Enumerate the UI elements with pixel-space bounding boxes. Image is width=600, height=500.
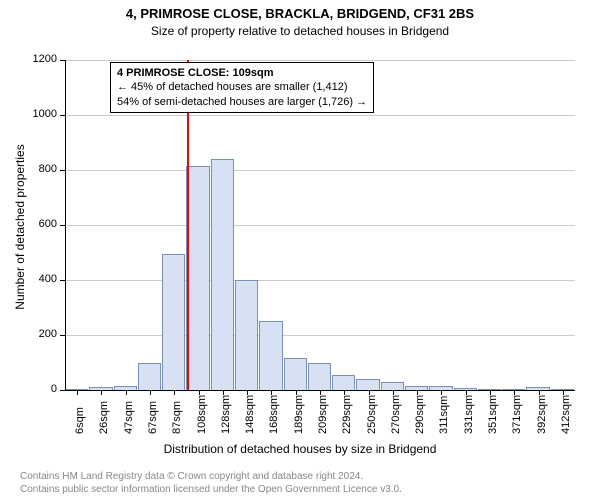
annotation-line1: 4 PRIMROSE CLOSE: 109sqm xyxy=(117,66,367,80)
histogram-bar xyxy=(186,166,209,390)
x-axis-line xyxy=(65,390,575,391)
x-tick-label: 270sqm xyxy=(390,395,402,434)
chart-title: 4, PRIMROSE CLOSE, BRACKLA, BRIDGEND, CF… xyxy=(0,6,600,21)
footer-line2: Contains public sector information licen… xyxy=(20,483,402,496)
y-tick-label: 600 xyxy=(25,218,57,230)
x-tick-label: 148sqm xyxy=(244,395,256,434)
x-tick-label: 250sqm xyxy=(366,395,378,434)
x-tick-label: 26sqm xyxy=(98,401,110,434)
x-tick-label: 47sqm xyxy=(123,401,135,434)
gridline xyxy=(65,280,575,281)
x-tick-label: 412sqm xyxy=(560,395,572,434)
y-tick-label: 200 xyxy=(25,328,57,340)
histogram-bar xyxy=(235,280,258,390)
x-tick-label: 290sqm xyxy=(414,395,426,434)
y-tick-label: 400 xyxy=(25,273,57,285)
footer-text: Contains HM Land Registry data © Crown c… xyxy=(20,470,402,496)
gridline xyxy=(65,170,575,171)
gridline xyxy=(65,115,575,116)
x-tick-label: 371sqm xyxy=(511,395,523,434)
gridline xyxy=(65,60,575,61)
histogram-bar xyxy=(381,382,404,390)
y-tick-label: 1200 xyxy=(25,53,57,65)
histogram-bar xyxy=(284,358,307,390)
x-tick-label: 229sqm xyxy=(341,395,353,434)
y-tick-label: 800 xyxy=(25,163,57,175)
x-tick-label: 108sqm xyxy=(196,395,208,434)
histogram-bar xyxy=(308,363,331,391)
y-tick-label: 0 xyxy=(25,383,57,395)
histogram-bar xyxy=(211,159,234,390)
footer-line1: Contains HM Land Registry data © Crown c… xyxy=(20,470,402,483)
x-tick-label: 189sqm xyxy=(293,395,305,434)
annotation-box: 4 PRIMROSE CLOSE: 109sqm ← 45% of detach… xyxy=(110,62,374,113)
gridline xyxy=(65,335,575,336)
chart-container: 4, PRIMROSE CLOSE, BRACKLA, BRIDGEND, CF… xyxy=(0,0,600,500)
histogram-bar xyxy=(332,375,355,390)
x-tick-label: 331sqm xyxy=(463,395,475,434)
x-tick-label: 6sqm xyxy=(74,407,86,434)
x-tick-label: 87sqm xyxy=(171,401,183,434)
x-tick-label: 311sqm xyxy=(438,396,450,434)
histogram-bar xyxy=(162,254,185,390)
histogram-bar xyxy=(356,379,379,390)
histogram-bar xyxy=(259,321,282,390)
x-tick-label: 392sqm xyxy=(536,395,548,434)
x-tick-label: 209sqm xyxy=(317,395,329,434)
annotation-line3: 54% of semi-detached houses are larger (… xyxy=(117,95,367,109)
histogram-bar xyxy=(138,363,161,391)
gridline xyxy=(65,225,575,226)
x-tick-label: 67sqm xyxy=(147,401,159,434)
x-tick-label: 128sqm xyxy=(220,395,232,434)
annotation-line2: ← 45% of detached houses are smaller (1,… xyxy=(117,80,367,94)
x-tick-label: 351sqm xyxy=(487,395,499,434)
y-tick-label: 1000 xyxy=(25,108,57,120)
chart-subtitle: Size of property relative to detached ho… xyxy=(0,24,600,38)
x-axis-label: Distribution of detached houses by size … xyxy=(0,442,600,456)
y-axis-line xyxy=(65,60,66,390)
x-tick-label: 168sqm xyxy=(268,395,280,434)
